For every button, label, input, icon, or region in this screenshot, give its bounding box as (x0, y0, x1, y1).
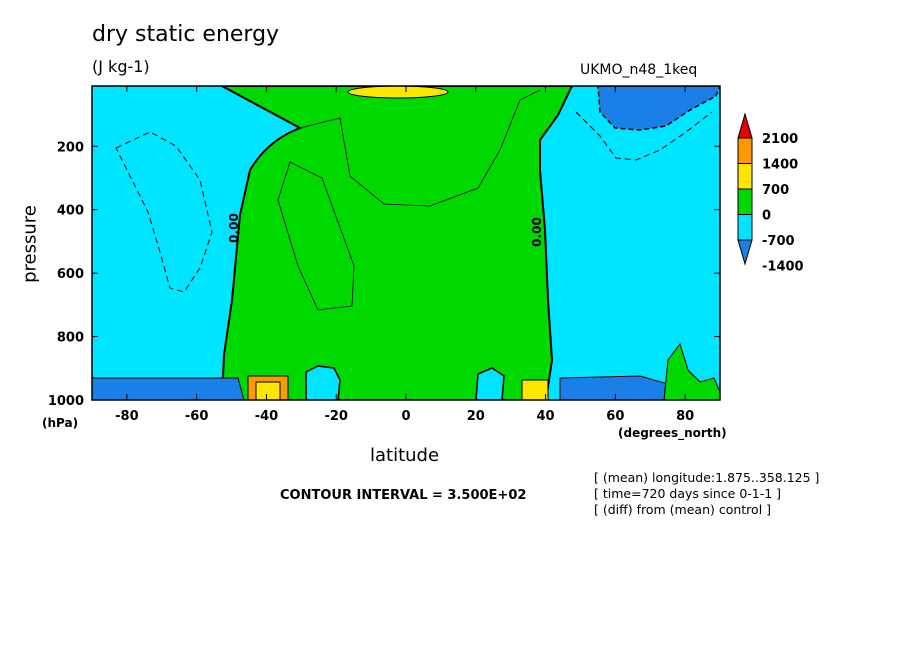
contour-interval-label: CONTOUR INTERVAL = 3.500E+02 (280, 488, 527, 503)
chart-units: (J kg-1) (92, 57, 150, 76)
y-tick-label: 600 (57, 267, 84, 282)
x-tick-label: 40 (537, 409, 555, 424)
spot-positive-2 (521, 379, 549, 400)
x-axis-label: latitude (370, 445, 440, 466)
plot-field (92, 86, 720, 400)
colorbar-label: 1400 (762, 158, 798, 173)
colorbar-label: 0 (762, 209, 771, 224)
colorbar-top-arrow (737, 112, 753, 139)
region-positive-right (663, 342, 720, 400)
x-axis-units: (degrees_north) (618, 426, 727, 440)
colorbar-label: 700 (762, 183, 789, 198)
y-tick-label: 200 (57, 140, 84, 155)
chart-title: dry static energy (92, 22, 280, 47)
region-positive-central (220, 86, 574, 400)
pocket-negative-2 (475, 367, 505, 400)
region-negative-bottom-left (92, 377, 245, 400)
note-diff: [ (diff) from (mean) control ] (594, 502, 772, 517)
x-tick-label: -40 (255, 409, 279, 424)
colorbar-label: -700 (762, 234, 795, 249)
colorbar-swatch (737, 188, 753, 215)
x-tick-label: -80 (115, 409, 139, 424)
y-tick-label: 400 (57, 204, 84, 219)
zero-contour-label: 0.00 (530, 217, 544, 247)
region-negative-upper-right (597, 86, 720, 131)
colorbar-label: 2100 (762, 132, 798, 147)
contour-positive-inner (277, 161, 355, 311)
spot-positive-1-core (255, 381, 281, 400)
x-tick-label: 0 (401, 409, 410, 424)
colorbar: 2100 1400 700 0 -700 -1400 (737, 112, 804, 275)
x-tick-label: -20 (324, 409, 348, 424)
axes: -80 -60 -40 -20 0 20 40 60 80 200 400 600 800 1000 (48, 86, 720, 424)
colorbar-label: -1400 (762, 260, 804, 275)
y-tick-label: 800 (57, 331, 84, 346)
model-label: UKMO_n48_1keq (580, 62, 698, 78)
zero-contour-labels: 0.00 0.00 (227, 213, 544, 247)
zero-contour-label: 0.00 (227, 213, 241, 243)
contour-positive-upper (299, 89, 541, 207)
colorbar-swatch (737, 137, 753, 164)
x-tick-label: 60 (606, 409, 624, 424)
x-tick-label: -60 (185, 409, 209, 424)
colorbar-swatch (737, 214, 753, 241)
x-tick-label: 20 (467, 409, 485, 424)
note-time: [ time=720 days since 0-1-1 ] (594, 486, 782, 501)
y-tick-label: 1000 (48, 394, 84, 409)
colorbar-bottom-arrow (737, 239, 753, 266)
contour-negative-right (575, 111, 713, 161)
contour-negative-left (115, 131, 213, 293)
x-tick-label: 80 (676, 409, 694, 424)
region-positive-top (347, 86, 449, 99)
y-axis-units: (hPa) (42, 416, 79, 430)
pocket-negative-1 (305, 365, 341, 400)
colorbar-swatch (737, 163, 753, 190)
note-longitude: [ (mean) longitude:1.875..358.125 ] (594, 470, 820, 485)
